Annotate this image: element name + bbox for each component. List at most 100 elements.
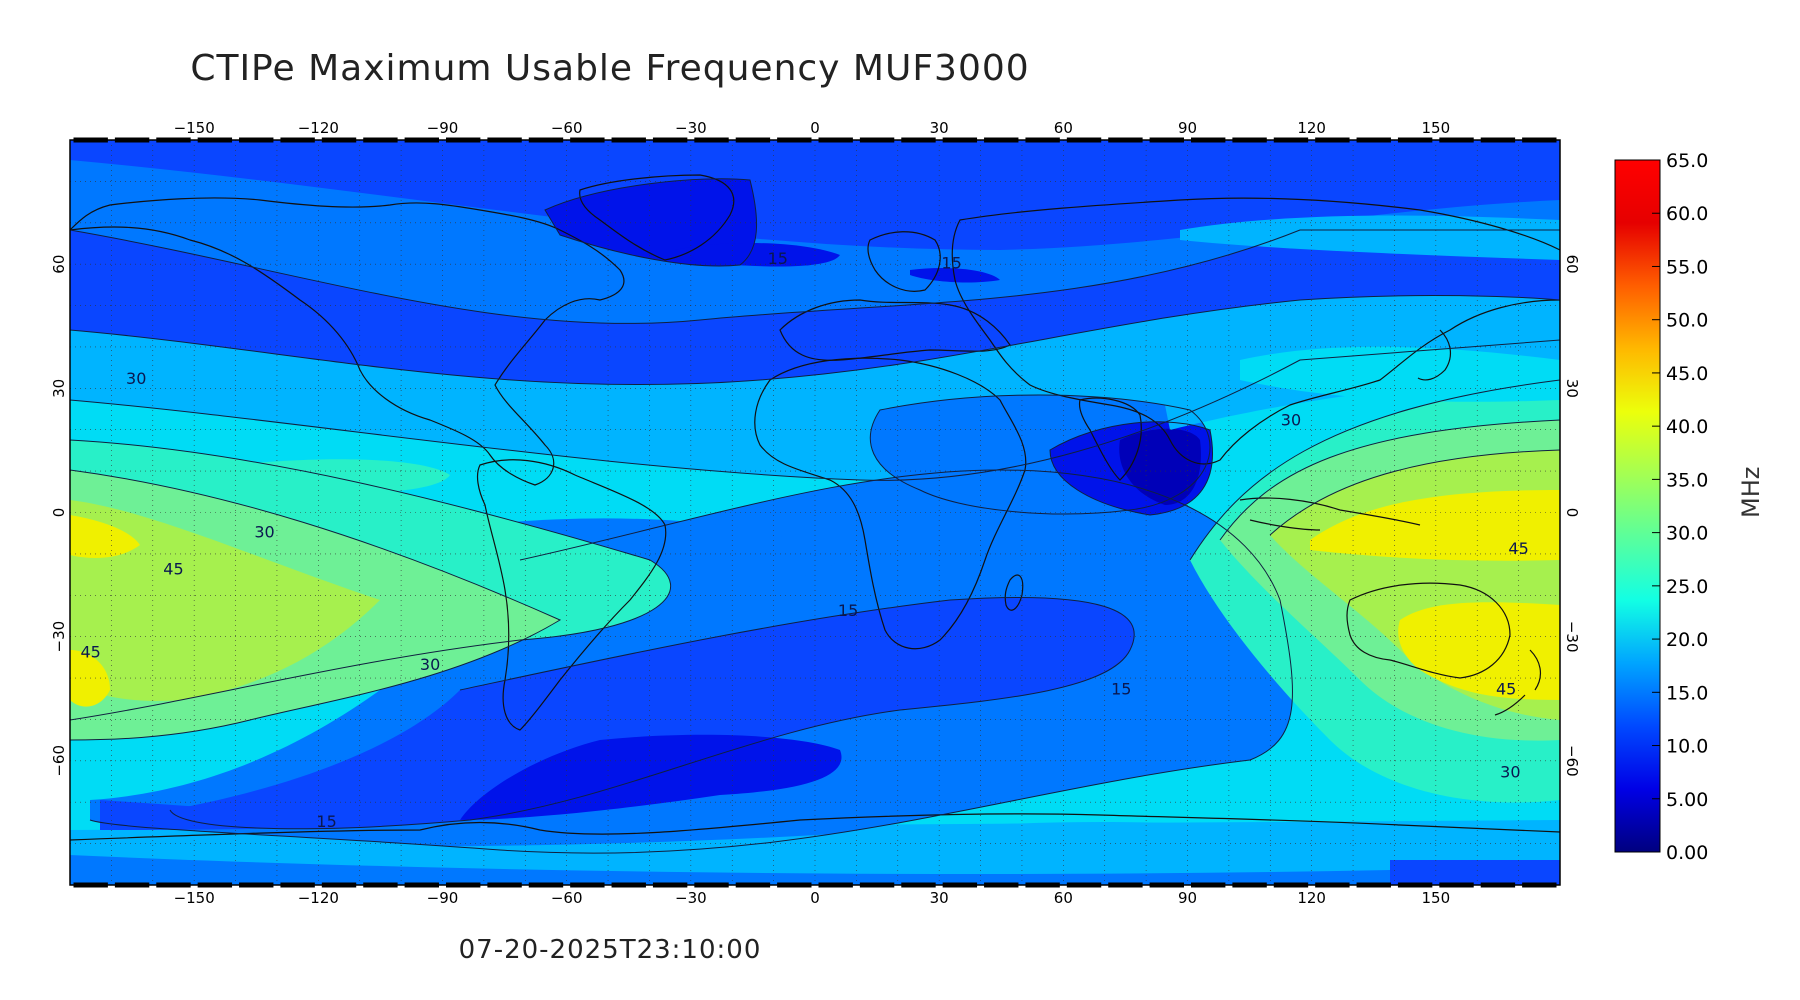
frame-tick xyxy=(818,882,853,888)
contour-band-band_15 xyxy=(70,855,1390,885)
frame-tick xyxy=(1108,882,1143,888)
frame-tick xyxy=(859,882,895,888)
map-grid xyxy=(70,140,1560,885)
contour-label: 15 xyxy=(838,601,858,620)
lon-tick-bottom: 120 xyxy=(1297,889,1326,907)
right-latitude-labels: 60 30 0 −30 −60 xyxy=(1563,255,1581,777)
frame-tick xyxy=(280,882,315,888)
frame-tick xyxy=(1480,137,1516,143)
contour-label: 15 xyxy=(1111,680,1131,699)
lat-tick-left: −30 xyxy=(50,621,68,653)
frame-tick xyxy=(404,882,440,888)
frame-tick xyxy=(735,882,771,888)
lat-tick-left: −60 xyxy=(50,745,68,777)
frame-tick xyxy=(446,882,481,888)
frame-tick xyxy=(114,137,150,143)
contour-band-band_10 xyxy=(170,597,1135,829)
lat-tick-left: 60 xyxy=(50,255,68,274)
frame-tick xyxy=(901,882,936,888)
frame-tick xyxy=(1397,882,1433,888)
contour-label: 30 xyxy=(254,522,274,541)
colorbar-tick-label: 60.0 xyxy=(1666,203,1708,225)
lon-tick-bottom: 150 xyxy=(1422,889,1451,907)
frame-tick xyxy=(901,137,936,143)
contour-band-band_0 xyxy=(1119,428,1201,505)
contour-label: 45 xyxy=(1496,680,1516,699)
frame-tick xyxy=(239,137,274,143)
frame-tick xyxy=(1232,882,1267,888)
lon-tick-bottom: 90 xyxy=(1178,889,1197,907)
map-frame xyxy=(69,139,1561,886)
lon-tick-bottom: 0 xyxy=(810,889,820,907)
colorbar-tick-label: 15.0 xyxy=(1666,682,1708,704)
frame-tick xyxy=(1480,882,1516,888)
contour-label: 30 xyxy=(1281,411,1301,430)
frame-tick xyxy=(570,882,605,888)
frame-tick xyxy=(156,137,191,143)
lon-tick-top: −90 xyxy=(427,119,459,137)
coast-japan xyxy=(1417,329,1452,381)
coastlines xyxy=(70,174,1560,841)
frame-tick xyxy=(73,137,108,143)
frame-tick xyxy=(984,137,1019,143)
coast-new-zealand xyxy=(1494,649,1542,716)
colorbar-ticks: 65.0 60.0 55.0 50.0 45.0 40.0 35.0 30.0 25.0 20.0… xyxy=(1652,150,1708,864)
lat-tick-right: −60 xyxy=(1563,745,1581,777)
colorbar-tick-label: 35.0 xyxy=(1666,469,1708,491)
frame-tick xyxy=(1522,137,1557,143)
lon-tick-bottom: −120 xyxy=(298,889,339,907)
frame-tick xyxy=(1066,882,1102,888)
coast-greenland xyxy=(579,174,735,261)
coast-australia xyxy=(1346,582,1511,679)
map-title: CTIPe Maximum Usable Frequency MUF3000 xyxy=(190,48,1030,89)
frame-tick xyxy=(321,882,357,888)
left-latitude-labels: 60 30 0 −30 −60 xyxy=(50,255,68,777)
top-longitude-labels: −150 −120 −90 −60 −30 0 30 60 90 120 150 xyxy=(174,119,1451,137)
contour-lines xyxy=(70,178,1560,854)
contour-label: 30 xyxy=(420,655,440,674)
contour-label: 30 xyxy=(126,369,146,388)
frame-tick xyxy=(487,882,522,888)
lon-tick-bottom: −90 xyxy=(427,889,459,907)
frame-tick xyxy=(777,137,812,143)
lon-tick-bottom: −30 xyxy=(675,889,707,907)
frame-tick xyxy=(239,882,274,888)
lat-tick-right: −30 xyxy=(1563,621,1581,653)
frame-tick xyxy=(1273,882,1309,888)
frame-tick xyxy=(984,882,1019,888)
contour-band-band_45 xyxy=(1310,490,1560,561)
contour-label: 15 xyxy=(316,812,336,831)
colorbar-tick-label: 25.0 xyxy=(1666,576,1708,598)
colorbar-tick-label: 40.0 xyxy=(1666,416,1708,438)
lon-tick-bottom: −60 xyxy=(551,889,583,907)
frame-tick xyxy=(1066,137,1102,143)
contour-label: 45 xyxy=(163,560,183,579)
contour-band-band_5 xyxy=(910,268,1000,283)
frame-tick xyxy=(1439,882,1474,888)
frame-tick xyxy=(1356,137,1391,143)
frame-tick xyxy=(280,137,315,143)
bottom-longitude-labels: −150 −120 −90 −60 −30 0 30 60 90 120 150 xyxy=(174,889,1451,907)
frame-tick xyxy=(363,137,398,143)
contour-label: 15 xyxy=(768,249,788,268)
contour-band-band_5 xyxy=(460,734,842,820)
lon-tick-top: 60 xyxy=(1054,119,1073,137)
frame-tick xyxy=(1149,882,1184,888)
frame-tick xyxy=(321,137,357,143)
frame-tick xyxy=(73,882,108,888)
contour-label: 45 xyxy=(1508,539,1528,558)
contour-band-band_45 xyxy=(70,515,140,558)
frame-tick xyxy=(363,882,398,888)
lon-tick-bottom: 60 xyxy=(1054,889,1073,907)
frame-tick xyxy=(1439,137,1474,143)
contour-band-band_5 xyxy=(545,178,757,266)
frame-tick xyxy=(528,137,564,143)
lon-tick-top: −30 xyxy=(675,119,707,137)
coast-madagascar xyxy=(1004,574,1024,611)
frame-tick xyxy=(611,137,646,143)
frame-tick xyxy=(611,882,646,888)
frame-tick xyxy=(1273,137,1309,143)
contour-band-band_5 xyxy=(675,243,840,267)
lat-tick-left: 30 xyxy=(50,379,68,398)
